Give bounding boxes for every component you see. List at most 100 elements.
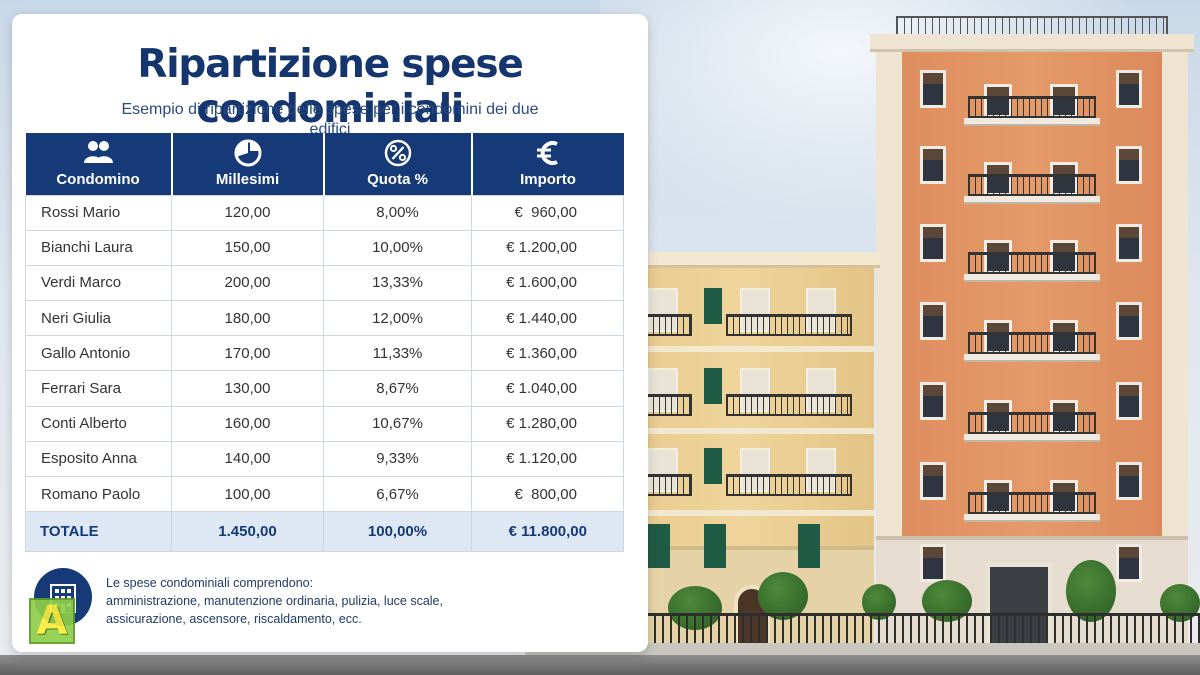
- street: [0, 655, 1200, 675]
- window: [1116, 224, 1142, 262]
- quota-cell: 12,00%: [323, 300, 472, 337]
- percent-icon: [325, 139, 471, 167]
- millesimi-cell: 130,00: [171, 370, 324, 407]
- balcony: [968, 332, 1096, 354]
- condomino-cell: Verdi Marco: [25, 264, 172, 302]
- millesimi-cell: 150,00: [171, 229, 324, 266]
- quota-cell: 8,67%: [323, 370, 472, 407]
- table-row: Esposito Anna 140,00 9,33% € 1.120,00: [25, 440, 624, 478]
- quota-cell: 13,33%: [323, 264, 472, 302]
- table-row: Gallo Antonio 170,00 11,33% € 1.360,00: [25, 335, 624, 372]
- condomino-cell: Ferrari Sara: [25, 370, 172, 407]
- window: [920, 382, 946, 420]
- roof-railing: [896, 16, 1168, 34]
- floor-band: [610, 510, 874, 516]
- window: [1116, 544, 1142, 582]
- importo-cell: € 1.040,00: [471, 370, 624, 407]
- window: [1116, 462, 1142, 500]
- window: [1116, 70, 1142, 108]
- sidewalk: [525, 643, 1200, 655]
- balcony: [968, 96, 1096, 118]
- window: [920, 544, 946, 582]
- millesimi-cell: 140,00: [171, 440, 324, 478]
- table-row: Bianchi Laura 150,00 10,00% € 1.200,00: [25, 229, 624, 266]
- shrub: [1066, 560, 1116, 622]
- balcony: [726, 474, 852, 496]
- balcony-slab: [964, 118, 1100, 126]
- window: [1116, 146, 1142, 184]
- quota-cell: 10,00%: [323, 229, 472, 266]
- note-line: assicurazione, ascensore, riscaldamento,…: [106, 612, 362, 626]
- balcony: [726, 394, 852, 416]
- column-label: Condomino: [56, 171, 140, 188]
- table-row: Ferrari Sara 130,00 8,67% € 1.040,00: [25, 370, 624, 407]
- balcony: [968, 412, 1096, 434]
- watermark-logo: A: [29, 598, 75, 644]
- window: [920, 70, 946, 108]
- window: [1116, 302, 1142, 340]
- shutter: [704, 288, 722, 324]
- balcony: [968, 492, 1096, 514]
- condomino-cell: Esposito Anna: [25, 440, 172, 478]
- column-header-condomino: Condomino: [25, 133, 173, 195]
- importo-cell: € 800,00: [471, 475, 624, 513]
- balcony-slab: [964, 274, 1100, 282]
- millesimi-cell: 100,00: [171, 475, 324, 513]
- total-label: TOTALE: [25, 511, 172, 553]
- balcony: [968, 174, 1096, 196]
- window: [920, 462, 946, 500]
- euro-icon: [473, 139, 624, 167]
- table-header-row: Condomino Millesimi: [25, 133, 624, 195]
- pie-chart-icon: [173, 139, 323, 167]
- floor-band: [610, 428, 874, 434]
- window: [920, 224, 946, 262]
- column-label: Quota %: [367, 171, 428, 188]
- condomino-cell: Bianchi Laura: [25, 229, 172, 266]
- balcony-slab: [964, 196, 1100, 204]
- millesimi-cell: 170,00: [171, 335, 324, 372]
- note-line: amministrazione, manutenzione ordinaria,…: [106, 594, 443, 608]
- shutter: [704, 524, 726, 568]
- table-row: Conti Alberto 160,00 10,67% € 1.280,00: [25, 405, 624, 442]
- shutter: [798, 524, 820, 568]
- expense-table: Condomino Millesimi: [25, 133, 624, 553]
- people-icon: [26, 139, 171, 167]
- page-title: Ripartizione spese condominiali: [137, 42, 523, 132]
- window: [920, 302, 946, 340]
- importo-cell: € 1.200,00: [471, 229, 624, 266]
- total-quota: 100,00%: [323, 511, 472, 553]
- importo-cell: € 1.120,00: [471, 440, 624, 478]
- millesimi-cell: 200,00: [171, 264, 324, 302]
- millesimi-cell: 120,00: [171, 194, 324, 231]
- total-millesimi: 1.450,00: [171, 511, 324, 553]
- importo-cell: € 1.440,00: [471, 300, 624, 337]
- quota-cell: 8,00%: [323, 194, 472, 231]
- window: [1116, 382, 1142, 420]
- note-line: Le spese condominiali comprendono:: [106, 576, 314, 590]
- column-label: Importo: [520, 171, 576, 188]
- info-card: Ripartizione spese condominiali Esempio …: [12, 14, 648, 652]
- table-row: Neri Giulia 180,00 12,00% € 1.440,00: [25, 300, 624, 337]
- condomino-cell: Conti Alberto: [25, 405, 172, 442]
- condomino-cell: Rossi Mario: [25, 194, 172, 231]
- total-importo: € 11.800,00: [471, 511, 624, 553]
- importo-cell: € 960,00: [471, 194, 624, 231]
- column-label: Millesimi: [215, 171, 280, 188]
- importo-cell: € 1.360,00: [471, 335, 624, 372]
- importo-cell: € 1.600,00: [471, 264, 624, 302]
- millesimi-cell: 160,00: [171, 405, 324, 442]
- shrub: [758, 572, 808, 620]
- column-header-importo: Importo: [471, 133, 624, 195]
- total-row: TOTALE 1.450,00 100,00% € 11.800,00: [25, 511, 624, 553]
- quota-cell: 11,33%: [323, 335, 472, 372]
- table-row: Verdi Marco 200,00 13,33% € 1.600,00: [25, 264, 624, 302]
- quota-cell: 10,67%: [323, 405, 472, 442]
- quota-cell: 9,33%: [323, 440, 472, 478]
- millesimi-cell: 180,00: [171, 300, 324, 337]
- condomino-cell: Romano Paolo: [25, 475, 172, 513]
- window: [920, 146, 946, 184]
- shutter: [704, 448, 722, 484]
- condomino-cell: Neri Giulia: [25, 300, 172, 337]
- table-row: Rossi Mario 120,00 8,00% € 960,00: [25, 194, 624, 231]
